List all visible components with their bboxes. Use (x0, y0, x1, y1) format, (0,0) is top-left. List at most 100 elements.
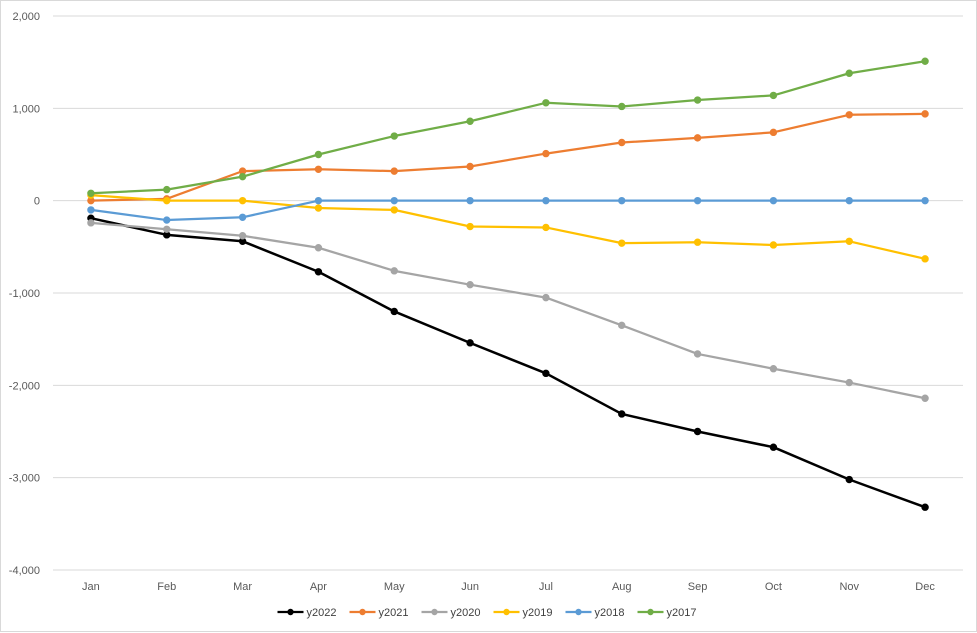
x-tick-label: Oct (765, 581, 782, 593)
data-point-y2022 (390, 307, 398, 316)
data-point-y2022 (769, 443, 778, 451)
x-tick-label: Nov (839, 581, 859, 593)
y-tick-label: -1,000 (9, 288, 40, 300)
data-point-y2017 (542, 99, 550, 107)
legend-marker-y2022 (287, 608, 294, 616)
data-point-y2017 (845, 69, 853, 77)
x-tick-label: Dec (915, 581, 935, 593)
legend-marker-y2020 (431, 608, 438, 616)
legend-marker-y2021 (359, 608, 366, 616)
data-point-y2017 (314, 150, 323, 159)
data-point-y2020 (390, 267, 398, 275)
data-point-y2020 (618, 321, 626, 330)
data-point-y2020 (845, 378, 853, 387)
data-point-y2018 (238, 213, 247, 221)
series-line-y2018 (89, 199, 927, 222)
data-point-y2018 (769, 196, 778, 205)
data-point-y2017 (238, 172, 247, 181)
data-point-y2020 (693, 350, 702, 358)
x-tick-label: Jun (461, 581, 479, 593)
data-point-y2020 (769, 365, 778, 373)
legend-label-y2021: y2021 (379, 607, 409, 619)
data-point-y2021 (693, 134, 702, 142)
data-point-y2019 (618, 239, 626, 247)
data-point-y2019 (314, 204, 323, 212)
data-point-y2019 (542, 223, 550, 232)
data-point-y2017 (163, 185, 171, 194)
data-point-y2021 (769, 128, 778, 137)
data-point-y2018 (87, 206, 95, 214)
legend-label-y2018: y2018 (595, 607, 625, 619)
data-point-y2017 (693, 96, 702, 104)
data-point-y2019 (466, 222, 474, 231)
series-line-y2020 (89, 221, 927, 400)
data-point-y2021 (845, 111, 853, 119)
data-point-y2022 (693, 427, 702, 436)
data-point-y2021 (542, 149, 550, 158)
data-point-y2019 (693, 238, 702, 246)
data-point-y2017 (618, 102, 626, 111)
data-point-y2018 (845, 196, 853, 205)
y-tick-label: 1,000 (12, 103, 40, 115)
data-point-y2021 (921, 110, 929, 118)
legend-label-y2019: y2019 (523, 607, 553, 619)
data-point-y2021 (390, 167, 398, 175)
data-point-y2019 (390, 206, 398, 214)
legend-label-y2017: y2017 (667, 607, 697, 619)
legend-marker-y2018 (575, 608, 582, 616)
data-point-y2021 (466, 162, 474, 171)
data-point-y2020 (542, 293, 550, 302)
data-point-y2022 (618, 410, 626, 418)
data-point-y2017 (769, 91, 778, 100)
data-point-y2022 (314, 268, 323, 276)
legend-label-y2020: y2020 (451, 607, 481, 619)
data-point-y2020 (238, 232, 247, 240)
series-line-y2021 (89, 112, 927, 202)
x-tick-label: Apr (310, 581, 327, 593)
data-point-y2017 (921, 57, 929, 65)
x-tick-label: Jan (82, 581, 100, 593)
data-point-y2022 (921, 503, 929, 511)
y-tick-label: 2,000 (12, 11, 40, 23)
x-tick-label: Sep (688, 581, 708, 593)
y-tick-label: -4,000 (9, 565, 40, 577)
data-point-y2018 (466, 196, 474, 205)
data-point-y2022 (466, 339, 474, 347)
data-point-y2018 (921, 196, 929, 205)
data-point-y2019 (163, 196, 171, 205)
legend-marker-y2019 (503, 608, 510, 616)
data-point-y2021 (314, 165, 323, 173)
y-tick-label: -2,000 (9, 380, 40, 392)
data-point-y2019 (769, 241, 778, 249)
legend-marker-y2017 (647, 608, 654, 616)
data-point-y2020 (163, 225, 171, 233)
data-point-y2022 (542, 369, 550, 378)
data-point-y2017 (466, 117, 474, 125)
data-point-y2018 (693, 196, 702, 205)
data-point-y2020 (466, 280, 474, 289)
data-point-y2021 (618, 138, 626, 147)
series-line-y2017 (89, 60, 927, 195)
data-point-y2018 (618, 196, 626, 205)
data-point-y2018 (542, 196, 550, 205)
data-point-y2020 (87, 219, 95, 227)
x-tick-label: Aug (612, 581, 632, 593)
data-point-y2020 (921, 394, 929, 402)
data-point-y2018 (314, 196, 323, 205)
data-point-y2017 (87, 189, 95, 197)
legend-label-y2022: y2022 (307, 607, 337, 619)
data-point-y2017 (390, 132, 398, 140)
x-tick-label: Jul (539, 581, 553, 593)
y-tick-label: -3,000 (9, 473, 40, 485)
y-tick-label: 0 (34, 196, 40, 208)
data-point-y2022 (845, 475, 853, 484)
data-point-y2019 (921, 255, 929, 263)
series-line-y2022 (89, 216, 927, 509)
x-tick-label: May (384, 581, 405, 593)
data-point-y2019 (238, 196, 247, 205)
data-point-y2020 (314, 244, 323, 252)
data-point-y2019 (845, 237, 853, 245)
series-line-y2019 (89, 194, 927, 260)
x-tick-label: Mar (233, 581, 252, 593)
